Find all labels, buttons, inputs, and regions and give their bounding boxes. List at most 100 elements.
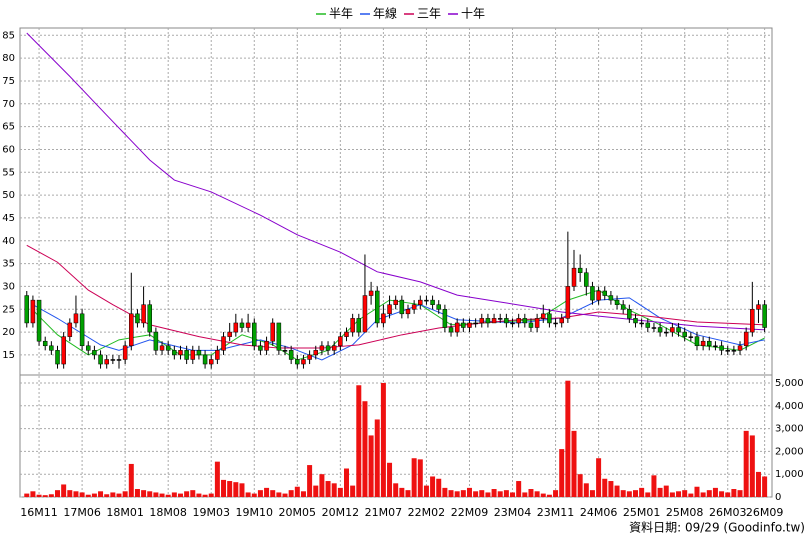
volume-bar [700,492,706,497]
volume-bar [602,478,608,497]
candle-body [743,331,749,347]
candle-body [184,350,189,360]
y-tick-label: 85 [2,30,15,41]
volume-bar [731,489,737,497]
volume-bar [460,490,466,497]
volume-bar [331,483,337,497]
y-tick-label: 55 [2,167,15,178]
candle-body [301,359,306,365]
volume-bar [153,492,159,497]
candle-body [325,345,331,351]
volume-bar [159,493,165,497]
volume-bar [134,489,140,497]
candle-body [368,290,374,296]
volume-bar [614,485,620,497]
candle-body [461,322,466,328]
candle-body [24,295,30,324]
ma-line [26,244,765,349]
candle-body [454,322,460,333]
volume-bar [639,487,645,497]
candle-body [504,318,509,324]
candle-body [731,350,737,352]
volume-bar [300,491,306,497]
candle-body [313,350,319,356]
y-tick-label: 60 [2,144,15,155]
volume-bar [645,492,651,497]
volume-bar [245,492,251,497]
volume-bar [337,487,343,497]
volume-bar [454,491,460,497]
x-tick-label: 23M11 [537,506,575,519]
volume-bar [251,493,257,497]
volume-bar [380,382,386,497]
y-tick-label: 25 [2,304,15,315]
volume-bar [116,493,122,497]
x-tick-label: 25M08 [666,506,704,519]
candle-body [596,290,601,301]
candle-body [30,299,36,324]
volume-bar [743,430,749,497]
volume-bar [141,490,147,497]
candle-body [233,322,239,333]
volume-bar [276,492,282,497]
candle-body [756,304,761,310]
candle-body [602,290,608,296]
volume-bar [190,490,196,497]
x-tick-label: 21M07 [365,506,403,519]
volume-bar [737,490,743,497]
candle-body [190,350,196,360]
volume-bar [356,385,362,497]
candle-body [264,340,269,351]
candle-body [215,350,220,360]
volume-tick-label: 5,000 [775,378,804,389]
volume-bar [362,401,368,497]
candle-body [381,313,386,324]
volume-bar [257,490,263,497]
candle-body [541,313,546,319]
candle-body [159,345,165,351]
candle-body [282,350,288,352]
volume-bar [313,485,319,497]
volume-bar [491,489,497,497]
candle-body [319,345,325,351]
volume-bar [184,491,190,497]
volume-bar [165,494,171,497]
volume-bar [706,490,712,497]
candle-body [172,350,177,356]
candle-body [516,318,521,324]
candle-body [719,345,724,351]
volume-bar [755,471,761,497]
legend-label: 年線 [373,6,397,21]
volume-bar [350,485,356,497]
candle-body [430,299,435,305]
candle-body [405,309,411,315]
candle-body [657,327,663,333]
volume-bar [294,486,300,497]
candle-body [485,318,491,324]
candle-body [61,336,66,365]
volume-bar [479,490,485,497]
candle-body [331,345,337,351]
candle-body [344,331,349,337]
volume-tick-label: 4,000 [775,401,804,412]
volume-bar [694,486,700,497]
candle-body [713,345,718,348]
candle-body [590,286,595,301]
candle-body [418,299,423,305]
volume-bar [565,380,571,497]
candle-body [55,350,60,365]
candle-body [295,359,300,365]
candle-body [92,350,97,356]
y-tick-label: 35 [2,259,15,270]
x-tick-label: 18M08 [149,506,187,519]
x-tick-label: 22M02 [408,506,446,519]
candle-body [614,299,620,305]
candle-body [750,309,755,333]
volume-bar [497,491,503,497]
volume-bar [24,493,30,497]
candle-body [737,345,743,351]
candle-body [639,322,644,325]
volume-bar [171,492,177,497]
candle-body [202,354,208,365]
candle-body [436,304,441,310]
